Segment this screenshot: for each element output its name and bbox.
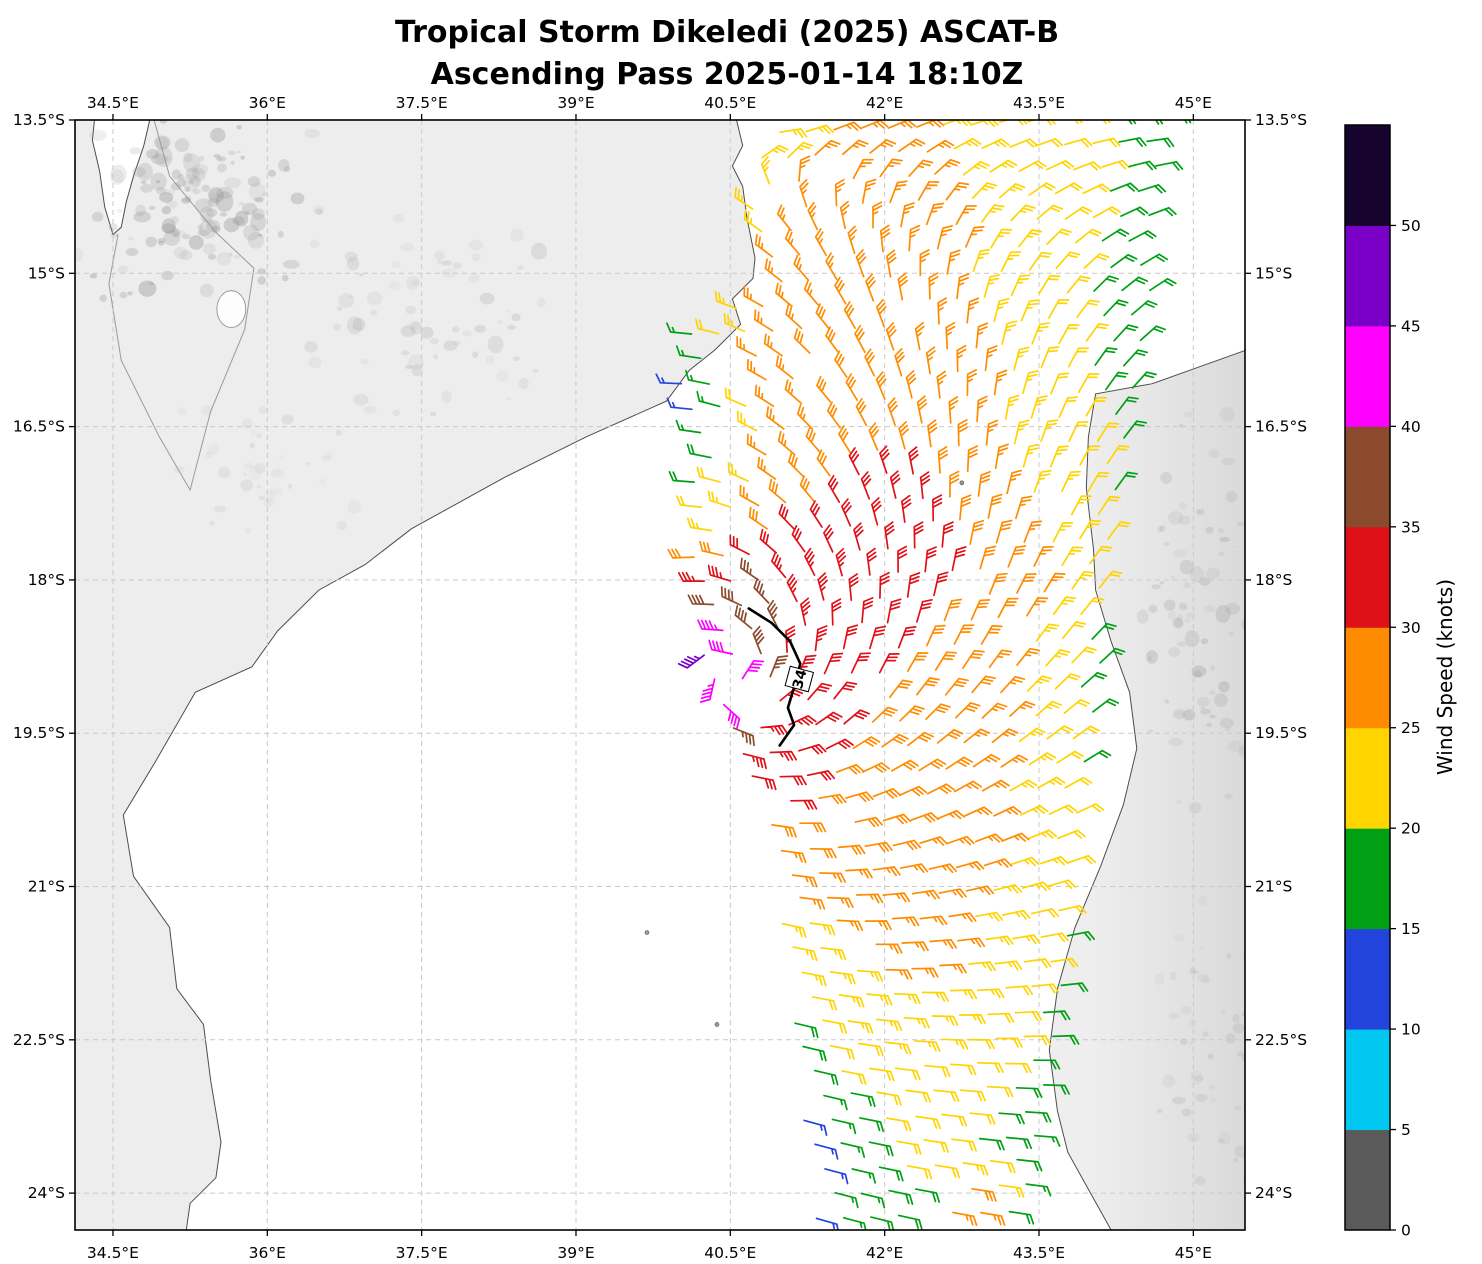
svg-text:42°E: 42°E bbox=[866, 1244, 903, 1262]
colorbar: 0 5 10 15 20 25 30 35 40 45 50 bbox=[1344, 124, 1421, 1240]
svg-text:35: 35 bbox=[1401, 518, 1421, 536]
svg-text:19.5°S: 19.5°S bbox=[13, 724, 65, 742]
svg-text:15°S: 15°S bbox=[1255, 264, 1292, 282]
svg-text:34.5°E: 34.5°E bbox=[87, 94, 139, 112]
svg-text:15: 15 bbox=[1401, 920, 1421, 938]
svg-text:25: 25 bbox=[1401, 719, 1421, 737]
wind-radius-contour: 34 bbox=[747, 607, 815, 747]
country-borders bbox=[108, 120, 255, 492]
svg-text:20: 20 bbox=[1401, 820, 1421, 838]
wind-barbs bbox=[655, 120, 1192, 1230]
small-islands bbox=[644, 480, 965, 1027]
plot-frame bbox=[74, 119, 1246, 1231]
figure-title-line2: Ascending Pass 2025-01-14 18:10Z bbox=[431, 57, 1024, 92]
svg-text:43.5°E: 43.5°E bbox=[1013, 1244, 1065, 1262]
svg-text:22.5°S: 22.5°S bbox=[1255, 1031, 1307, 1049]
svg-text:34.5°E: 34.5°E bbox=[87, 1244, 139, 1262]
svg-text:18°S: 18°S bbox=[28, 571, 65, 589]
svg-text:40.5°E: 40.5°E bbox=[704, 1244, 756, 1262]
svg-text:10: 10 bbox=[1401, 1021, 1421, 1039]
svg-text:50: 50 bbox=[1401, 217, 1421, 235]
svg-text:24°S: 24°S bbox=[28, 1184, 65, 1202]
svg-text:21°S: 21°S bbox=[28, 878, 65, 896]
svg-text:36°E: 36°E bbox=[249, 94, 286, 112]
svg-text:34: 34 bbox=[790, 668, 811, 691]
svg-text:36°E: 36°E bbox=[249, 1244, 286, 1262]
svg-text:39°E: 39°E bbox=[557, 1244, 594, 1262]
terrain-texture bbox=[75, 120, 1245, 1186]
land-layer bbox=[75, 120, 1245, 1230]
svg-text:45: 45 bbox=[1401, 317, 1421, 335]
svg-text:45°E: 45°E bbox=[1175, 94, 1212, 112]
figure-title-line1: Tropical Storm Dikeledi (2025) ASCAT-B bbox=[395, 15, 1059, 50]
svg-text:22.5°S: 22.5°S bbox=[13, 1031, 65, 1049]
colorbar-label: Wind Speed (knots) bbox=[1433, 579, 1457, 775]
svg-text:37.5°E: 37.5°E bbox=[396, 1244, 448, 1262]
svg-text:40: 40 bbox=[1401, 418, 1421, 436]
svg-text:13.5°S: 13.5°S bbox=[13, 111, 65, 129]
svg-text:40.5°E: 40.5°E bbox=[704, 94, 756, 112]
svg-text:0: 0 bbox=[1401, 1222, 1411, 1240]
svg-text:39°E: 39°E bbox=[557, 94, 594, 112]
svg-text:30: 30 bbox=[1401, 619, 1421, 637]
svg-text:19.5°S: 19.5°S bbox=[1255, 724, 1307, 742]
svg-text:5: 5 bbox=[1401, 1121, 1411, 1139]
svg-text:15°S: 15°S bbox=[28, 264, 65, 282]
svg-text:37.5°E: 37.5°E bbox=[396, 94, 448, 112]
svg-text:16.5°S: 16.5°S bbox=[1255, 418, 1307, 436]
svg-text:16.5°S: 16.5°S bbox=[13, 418, 65, 436]
svg-text:42°E: 42°E bbox=[866, 94, 903, 112]
axis-ticks-and-labels: 34.5°E 34.5°E 36°E 36°E 37.5°E 37.5°E 39°E 39°E… bbox=[13, 94, 1307, 1262]
svg-text:21°S: 21°S bbox=[1255, 878, 1292, 896]
svg-text:43.5°E: 43.5°E bbox=[1013, 94, 1065, 112]
svg-text:45°E: 45°E bbox=[1175, 1244, 1212, 1262]
svg-text:13.5°S: 13.5°S bbox=[1255, 111, 1307, 129]
svg-text:24°S: 24°S bbox=[1255, 1184, 1292, 1202]
svg-text:18°S: 18°S bbox=[1255, 571, 1292, 589]
